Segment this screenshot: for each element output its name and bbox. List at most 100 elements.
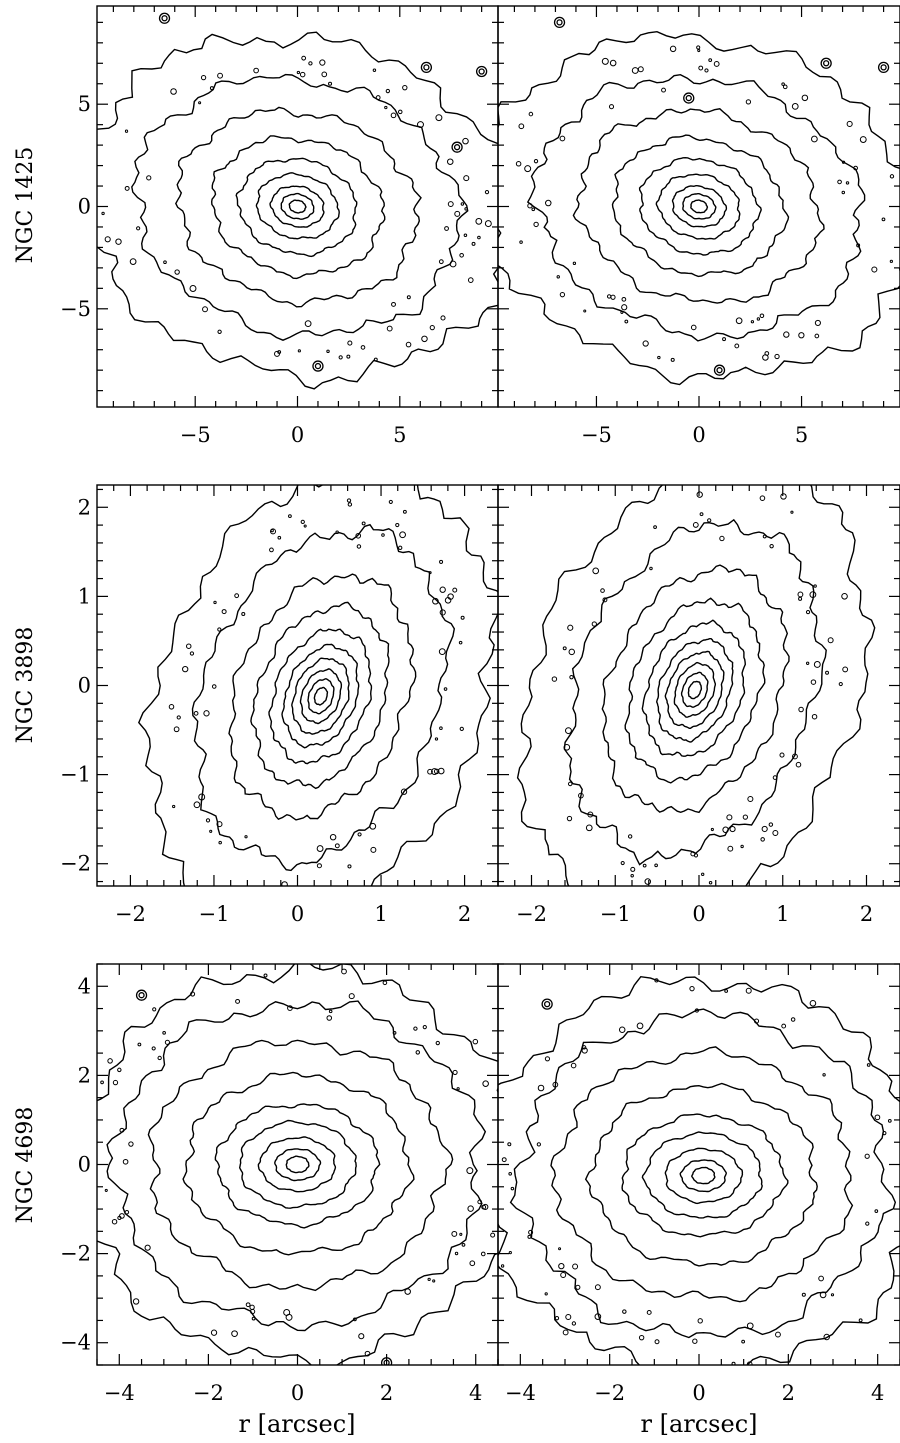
noise-speckle [136,226,141,231]
noise-speckle [642,340,649,347]
noise-speckle [422,1024,427,1030]
noise-speckle [111,1218,118,1225]
noise-speckle [210,1329,218,1336]
noise-speckle [287,1005,293,1011]
noise-speckle [533,221,539,228]
noise-speckle [798,596,803,601]
noise-speckle [556,275,560,279]
noise-speckle [446,158,454,165]
noise-speckle [435,114,443,122]
noise-speckle [698,65,704,71]
noise-speckle [241,611,246,616]
noise-speckle [814,319,821,326]
x-tick-label: −4 [505,1381,536,1405]
contour-line [624,597,766,784]
noise-speckle [341,968,347,975]
noise-speckle [846,120,853,127]
star-marker [713,364,726,376]
contour-line [268,628,373,765]
noise-speckle [642,863,647,868]
noise-speckle [338,355,343,360]
noise-speckle [251,1316,256,1321]
noise-speckle [827,637,834,644]
noise-speckle [381,533,385,537]
noise-speckle [124,129,129,133]
noise-speckle [112,1079,119,1086]
noise-speckle [761,825,768,833]
row-label-ngc-1425: NGC 1425 [13,147,38,264]
noise-speckle [482,1203,489,1211]
noise-speckle [646,1309,652,1315]
noise-speckle [316,863,322,869]
noise-speckle [270,528,274,533]
noise-speckle [200,74,207,81]
noise-speckle [621,304,628,311]
x-tick-label: −5 [180,423,211,447]
noise-speckle [326,349,330,354]
noise-speckle [427,1277,431,1281]
noise-speckle [874,1114,881,1121]
noise-speckle [618,1026,626,1034]
noise-speckle [328,1009,333,1014]
x-tick-label: 2 [782,1381,795,1405]
noise-speckle [202,306,208,313]
noise-speckle [644,878,652,885]
noise-speckle [837,179,842,185]
noise-speckle [443,687,448,691]
x-tick-label: 4 [871,1381,884,1405]
noise-speckle [649,566,653,571]
noise-speckle [189,651,195,656]
x-tick-label: −5 [581,423,612,447]
noise-speckle [467,1205,474,1212]
noise-speckle [384,105,388,110]
noise-speckle [372,68,377,72]
noise-speckle [805,661,810,665]
x-tick-label: 5 [393,423,406,447]
noise-speckle [581,1047,588,1054]
contour-line [280,192,315,220]
contour-line [641,619,747,757]
noise-speckle [533,158,539,164]
noise-speckle [466,1167,474,1175]
noise-speckle [636,1022,644,1030]
noise-speckle [277,535,282,540]
noise-speckle [753,1018,760,1024]
noise-speckle [456,1087,460,1091]
contour-line [281,643,360,749]
noise-speckle [283,1308,291,1316]
noise-speckle [357,832,362,837]
noise-speckle [263,973,268,978]
noise-speckle [823,1333,830,1341]
noise-speckle [352,1317,357,1322]
noise-speckle [398,545,403,550]
noise-speckle [249,1308,256,1315]
noise-speckle [321,71,328,78]
row-ngc-4698: NGC 4698 −4 −2 0 2 4 −4 −2 0 2 4 −4 −2 0 2 4 r [arcse… [13,963,900,1438]
noise-speckle [209,86,214,91]
contour-line [621,1113,789,1238]
noise-speckle [762,534,767,539]
noise-speckle [858,1318,863,1323]
noise-speckle [545,199,552,207]
noise-speckle [444,226,449,231]
noise-speckle [583,309,587,313]
noise-speckle [838,681,843,687]
noise-speckle [301,55,307,61]
noise-speckle [745,987,752,994]
noise-speckle [654,978,659,983]
contour-line [611,134,790,278]
star-marker [553,16,566,29]
noise-speckle [274,350,281,357]
noise-speckle [772,830,779,837]
contour-line [228,573,417,821]
noise-speckle [303,524,307,528]
noise-speckle [304,320,312,328]
y-tick-label: 5 [78,92,91,116]
noise-speckle [558,1247,562,1251]
contour-line [550,1046,854,1303]
noise-speckle [415,1050,421,1055]
panel-ngc-4698-left: −4 −2 0 2 4 −4 −2 0 2 4 [60,963,499,1405]
noise-speckle [463,233,468,238]
contour-line [191,523,456,872]
noise-speckle [434,737,439,741]
